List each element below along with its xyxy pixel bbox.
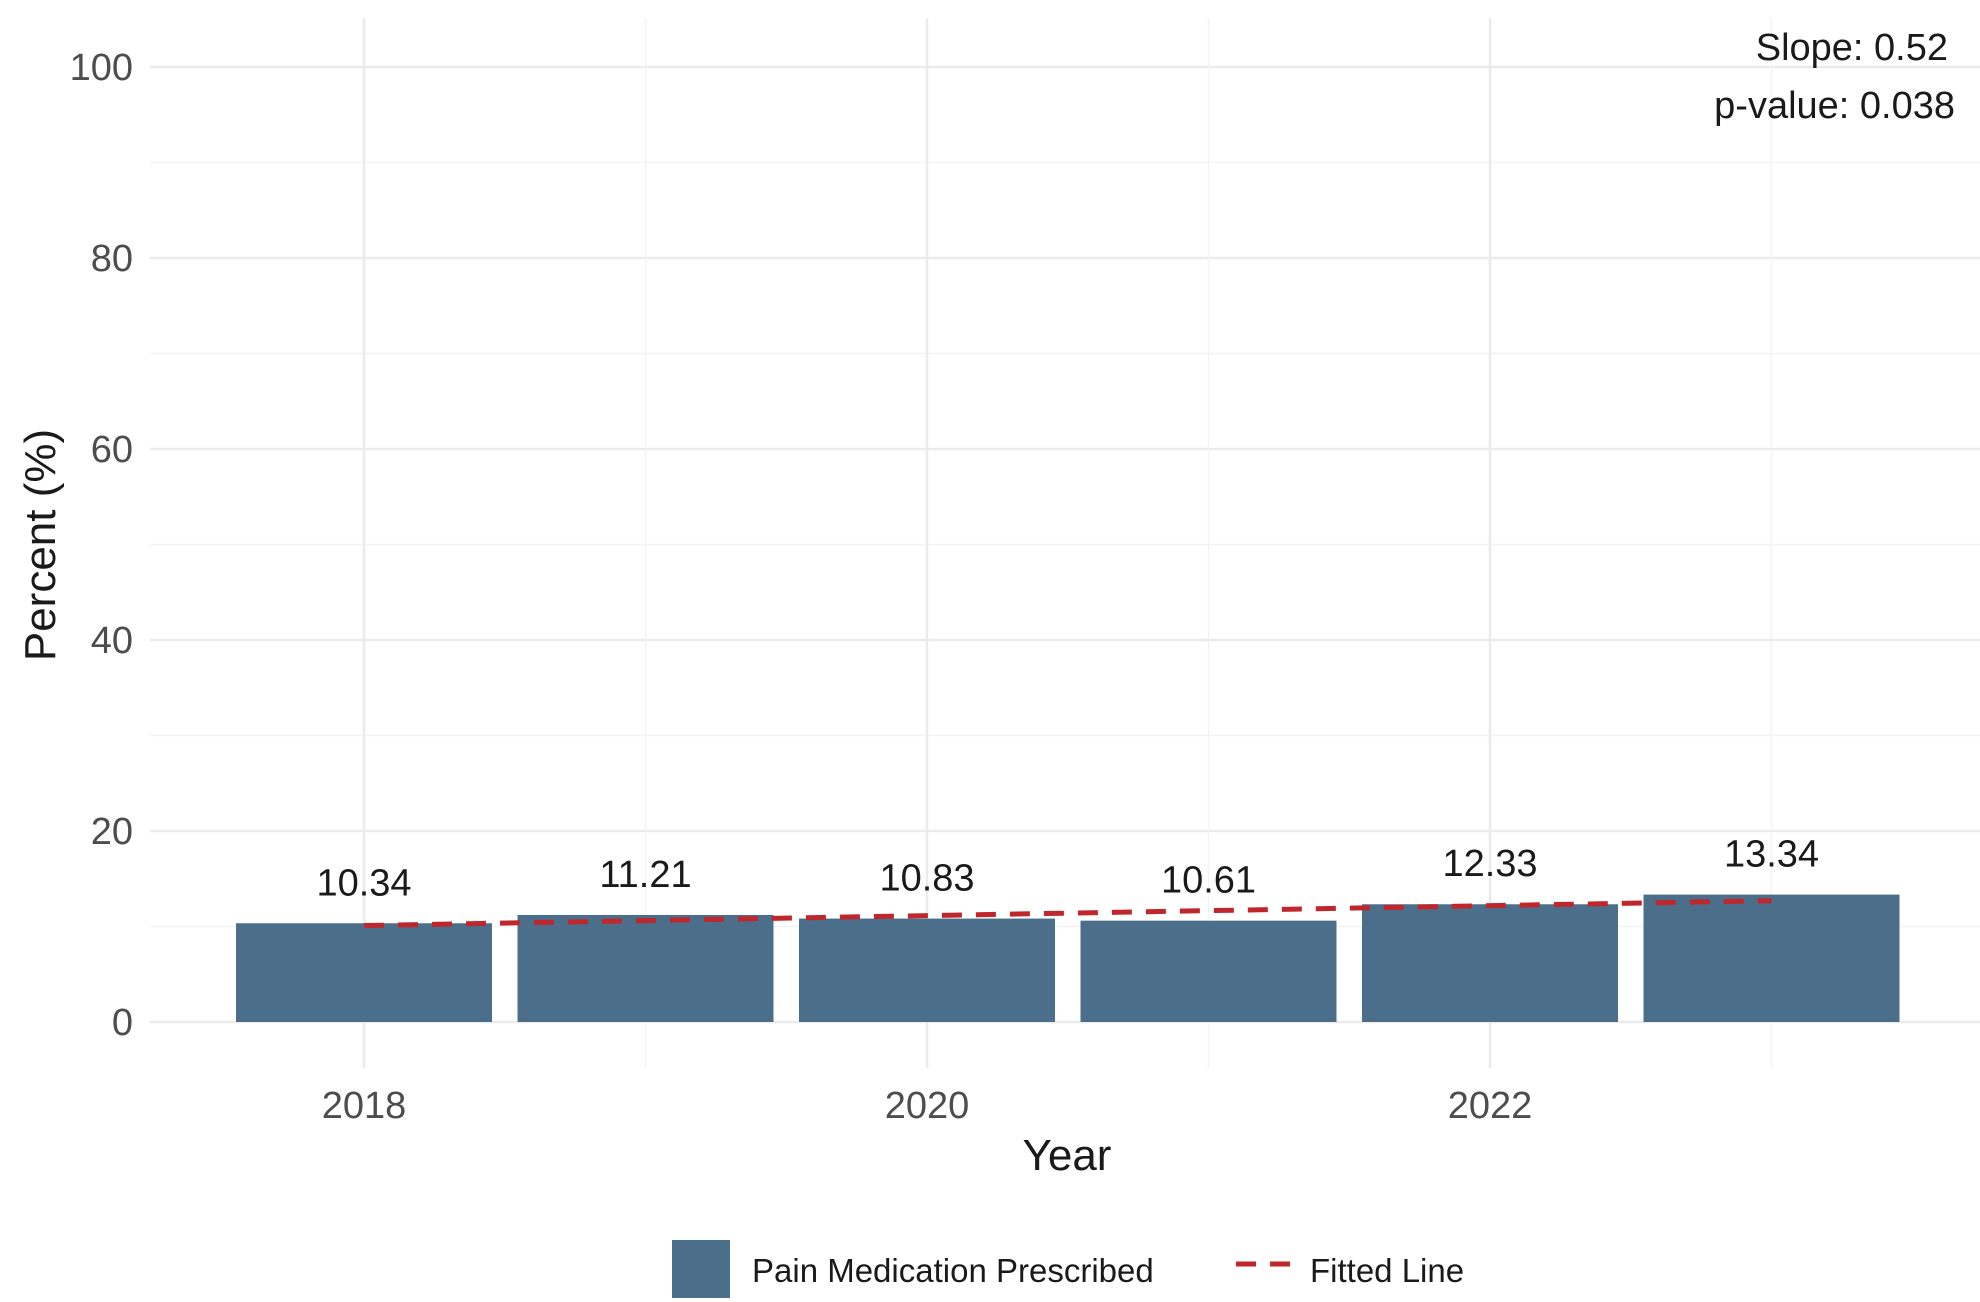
- y-axis-ticks: 0 20 40 60 80 100: [70, 47, 133, 1044]
- legend-label-fitted-line: Fitted Line: [1310, 1252, 1464, 1289]
- fitted-line: [363, 898, 1772, 929]
- y-axis-title: Percent (%): [16, 429, 65, 661]
- p-value-annotation: p-value: 0.038: [1714, 85, 1955, 127]
- y-tick-label: 0: [112, 1002, 133, 1044]
- fitted-line-layer: [363, 898, 1772, 929]
- bar: [236, 923, 492, 1022]
- legend-swatch-bars: [672, 1240, 730, 1298]
- bar: [799, 918, 1055, 1022]
- bar: [1362, 904, 1618, 1022]
- bars: [236, 894, 1900, 1022]
- bar-value-label: 13.34: [1724, 834, 1819, 876]
- bar-value-label: 10.61: [1161, 860, 1256, 902]
- y-tick-label: 40: [91, 620, 133, 662]
- x-tick-label: 2018: [322, 1085, 407, 1127]
- grid-lines: [150, 18, 1980, 1068]
- bar-value-label: 10.34: [316, 862, 411, 904]
- bar-value-label: 12.33: [1442, 843, 1537, 885]
- bar-value-label: 11.21: [599, 854, 691, 896]
- bar: [1643, 894, 1900, 1022]
- y-tick-label: 100: [70, 47, 133, 89]
- bar: [517, 914, 774, 1022]
- y-tick-label: 20: [91, 811, 133, 853]
- y-tick-label: 60: [91, 429, 133, 471]
- bar-labels: 10.34 11.21 10.83 10.61 12.33 13.34: [316, 834, 1819, 905]
- bar-value-label: 10.83: [879, 858, 974, 900]
- x-axis-title: Year: [1023, 1131, 1112, 1180]
- y-tick-label: 80: [91, 238, 133, 280]
- bar: [1080, 920, 1337, 1022]
- legend-label-bars: Pain Medication Prescribed: [752, 1252, 1154, 1289]
- x-axis-ticks: 2018 2020 2022: [322, 1085, 1533, 1127]
- legend: Pain Medication Prescribed Fitted Line: [672, 1240, 1464, 1298]
- x-tick-label: 2020: [885, 1085, 970, 1127]
- slope-annotation: Slope: 0.52: [1756, 27, 1948, 69]
- x-tick-label: 2022: [1448, 1085, 1533, 1127]
